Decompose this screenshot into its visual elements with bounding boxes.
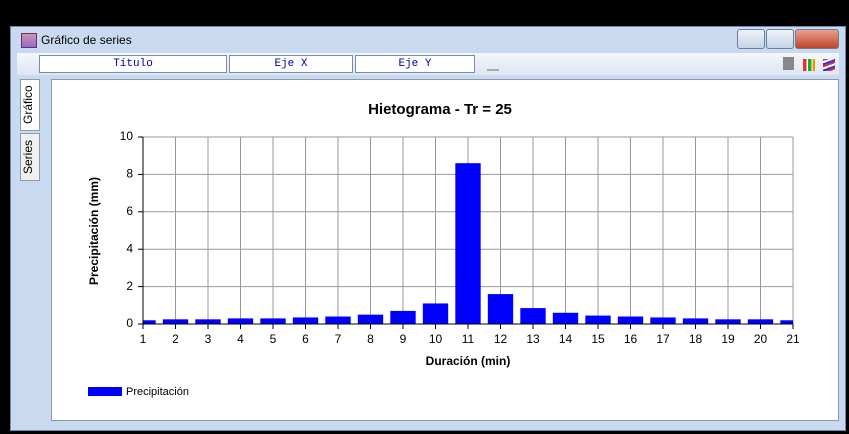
bar-chart-icon[interactable]: [803, 59, 815, 71]
x-tick-label: 14: [559, 332, 573, 346]
x-tick-label: 10: [429, 332, 443, 346]
x-tick-label: 7: [335, 332, 342, 346]
title-bar: Gráfico de series: [11, 27, 845, 53]
bar: [390, 310, 416, 324]
minimize-button[interactable]: [737, 29, 765, 49]
window-title: Gráfico de series: [41, 33, 132, 47]
bar: [195, 319, 221, 324]
x-tick-label: 13: [526, 332, 540, 346]
y-tick-label: 4: [126, 241, 133, 255]
legend-swatch: [88, 387, 122, 396]
bar: [487, 294, 514, 324]
bar: [260, 318, 286, 324]
y-tick-label: 2: [126, 279, 133, 293]
x-tick-label: 8: [367, 332, 374, 346]
bar: [617, 316, 644, 324]
bar: [682, 318, 709, 324]
y-axis-field[interactable]: Eje Y: [355, 55, 475, 73]
bar: [143, 320, 156, 324]
x-tick-label: 5: [270, 332, 277, 346]
bars: [143, 163, 793, 324]
x-tick-label: 20: [754, 332, 768, 346]
chart-title: Hietograma - Tr = 25: [368, 101, 512, 118]
bar: [162, 319, 189, 324]
x-tick-label: 1: [140, 332, 147, 346]
x-axis-label: Duración (min): [426, 354, 511, 368]
close-button[interactable]: [795, 29, 839, 49]
x-tick-label: 21: [786, 332, 800, 346]
bar: [357, 314, 384, 324]
bar: [552, 312, 579, 324]
x-tick-label: 6: [302, 332, 309, 346]
x-tick-label: 17: [656, 332, 670, 346]
bar: [455, 163, 481, 324]
bar: [292, 317, 319, 324]
x-tick-label: 19: [721, 332, 735, 346]
y-tick-label: 8: [126, 167, 133, 181]
y-tick-label: 6: [126, 204, 133, 218]
x-tick-label: 18: [689, 332, 703, 346]
x-tick-label: 3: [205, 332, 212, 346]
bar: [325, 316, 351, 324]
title-field[interactable]: Título: [39, 55, 227, 73]
y-axis-label: Precipitación (mm): [87, 177, 101, 285]
x-tick-label: 2: [172, 332, 179, 346]
bar: [422, 303, 449, 324]
maximize-button[interactable]: [766, 29, 794, 49]
bar: [715, 319, 741, 324]
x-tick-label: 11: [462, 332, 475, 346]
bar: [227, 318, 254, 324]
window: Gráfico de series Título Eje X Eje Y Grá…: [10, 26, 846, 431]
legend-label: Precipitación: [126, 386, 189, 398]
line-chart-icon[interactable]: [823, 59, 835, 71]
copy-icon[interactable]: [783, 57, 794, 70]
bar: [780, 320, 793, 324]
bar: [747, 319, 774, 324]
axis-icon[interactable]: [487, 59, 499, 71]
x-axis-field[interactable]: Eje X: [229, 55, 353, 73]
x-tick-label: 4: [237, 332, 244, 346]
x-tick-label: 15: [591, 332, 605, 346]
y-tick-label: 10: [120, 129, 134, 143]
x-tick-label: 9: [400, 332, 407, 346]
bar: [585, 315, 611, 324]
x-tick-label: 16: [624, 332, 638, 346]
y-tick-label: 0: [126, 316, 133, 330]
toolbar: Título Eje X Eje Y: [17, 53, 839, 75]
bar: [520, 308, 546, 324]
bar: [650, 317, 676, 324]
window-buttons: [736, 29, 839, 49]
app-icon: [21, 33, 37, 48]
chart-panel: [51, 79, 839, 421]
x-tick-label: 12: [494, 332, 508, 346]
